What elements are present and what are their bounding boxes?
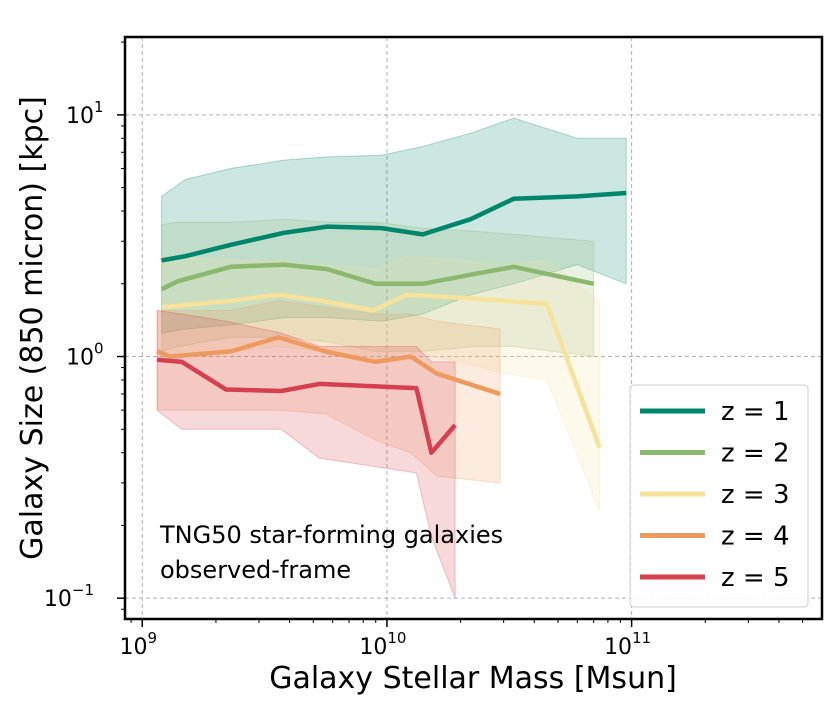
- line-series-5: [156, 357, 457, 455]
- x-tick-label: 1010: [359, 629, 406, 660]
- y-tick-exponent: 0: [94, 340, 104, 358]
- x-axis-title: Galaxy Stellar Mass [Msun]: [269, 661, 677, 696]
- y-tick-exponent: −1: [72, 581, 94, 599]
- x-tick-exponent: 11: [632, 629, 651, 647]
- legend-label-series-4: z = 4: [721, 522, 790, 552]
- x-tick-label: 109: [119, 629, 157, 660]
- x-tick-label: 1011: [604, 629, 651, 660]
- y-tick-base: 10: [66, 346, 94, 371]
- x-tick-base: 10: [359, 635, 387, 660]
- legend-label-series-5: z = 5: [721, 563, 790, 593]
- y-axis-title: Galaxy Size (850 micron) [kpc]: [15, 96, 50, 560]
- y-tick-exponent: 1: [94, 98, 104, 116]
- y-tick-base: 10: [66, 104, 94, 129]
- plot-frame: [123, 35, 824, 621]
- x-tick-exponent: 10: [387, 629, 406, 647]
- line-series-3: [161, 292, 602, 449]
- band-series-5: [156, 309, 456, 599]
- band-series-3: [161, 255, 601, 511]
- x-tick-base: 10: [604, 635, 632, 660]
- band-series-2: [161, 218, 595, 358]
- annotation-line-2: observed-frame: [160, 556, 351, 584]
- x-tick-base: 10: [119, 635, 147, 660]
- annotation-line-1: TNG50 star-forming galaxies: [159, 521, 503, 549]
- line-series-1: [161, 190, 627, 263]
- y-tick-label: 10−1: [44, 581, 94, 612]
- line-series-2: [160, 262, 595, 292]
- legend-label-series-2: z = 2: [721, 439, 790, 469]
- series-lines: [156, 190, 627, 455]
- legend: z = 1 z = 2 z = 3 z = 4 z = 5: [629, 384, 809, 608]
- band-series-1: [161, 117, 627, 334]
- legend-label-series-1: z = 1: [721, 397, 790, 427]
- x-tick-exponent: 9: [147, 629, 157, 647]
- y-tick-label: 101: [66, 98, 104, 129]
- legend-label-series-3: z = 3: [721, 480, 790, 510]
- line-series-4: [156, 335, 501, 397]
- y-tick-label: 100: [66, 340, 104, 371]
- confidence-bands: [156, 117, 627, 599]
- y-tick-base: 10: [44, 587, 72, 612]
- legend-box: [629, 384, 809, 608]
